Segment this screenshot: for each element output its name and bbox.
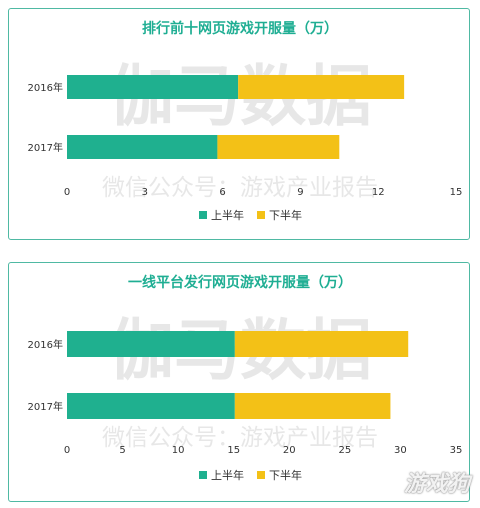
chart-top-svg: 排行前十网页游戏开服量（万）伽马数据微信公众号：游戏产业报告2016年2017年… (28, 20, 463, 222)
bar-segment (238, 75, 405, 99)
category-label: 2017年 (28, 141, 63, 154)
chart-title: 一线平台发行网页游戏开服量（万） (128, 274, 352, 291)
bar-segment (234, 331, 409, 357)
x-tick-label: 3 (142, 187, 148, 198)
bar-segment (67, 135, 218, 159)
legend-swatch (257, 471, 265, 479)
corner-watermark: 游戏狗 (403, 472, 470, 497)
category-label: 2016年 (28, 338, 63, 351)
category-label: 2016年 (28, 81, 63, 94)
bar-segment (67, 75, 239, 99)
bar-segment (217, 135, 340, 159)
legend-swatch (199, 211, 207, 219)
legend-label: 下半年 (269, 208, 302, 222)
x-tick-label: 0 (64, 187, 70, 198)
chart-bottom-svg: 一线平台发行网页游戏开服量（万）伽马数据微信公众号：游戏产业报告2016年201… (28, 274, 463, 482)
bar-segment (67, 393, 235, 419)
watermark-sub: 微信公众号：游戏产业报告 (102, 175, 378, 201)
chart-panel-top: 排行前十网页游戏开服量（万）伽马数据微信公众号：游戏产业报告2016年2017年… (8, 8, 470, 240)
x-tick-label: 5 (119, 445, 125, 456)
legend-label: 上半年 (211, 468, 244, 482)
x-tick-label: 30 (394, 445, 407, 456)
x-tick-label: 20 (283, 445, 296, 456)
bar-segment (234, 393, 391, 419)
x-tick-label: 12 (372, 187, 385, 198)
x-tick-label: 15 (227, 445, 240, 456)
x-tick-label: 0 (64, 445, 70, 456)
category-label: 2017年 (28, 400, 63, 413)
x-tick-label: 35 (450, 445, 463, 456)
legend-swatch (199, 471, 207, 479)
watermark-sub: 微信公众号：游戏产业报告 (102, 425, 378, 451)
chart-title: 排行前十网页游戏开服量（万） (142, 20, 338, 37)
legend-label: 下半年 (269, 468, 302, 482)
x-tick-label: 6 (219, 187, 225, 198)
x-tick-label: 9 (297, 187, 303, 198)
x-tick-label: 10 (172, 445, 185, 456)
x-tick-label: 25 (338, 445, 351, 456)
chart-panel-bottom: 一线平台发行网页游戏开服量（万）伽马数据微信公众号：游戏产业报告2016年201… (8, 262, 470, 502)
x-tick-label: 15 (450, 187, 463, 198)
legend-label: 上半年 (211, 208, 244, 222)
legend-swatch (257, 211, 265, 219)
bar-segment (67, 331, 235, 357)
